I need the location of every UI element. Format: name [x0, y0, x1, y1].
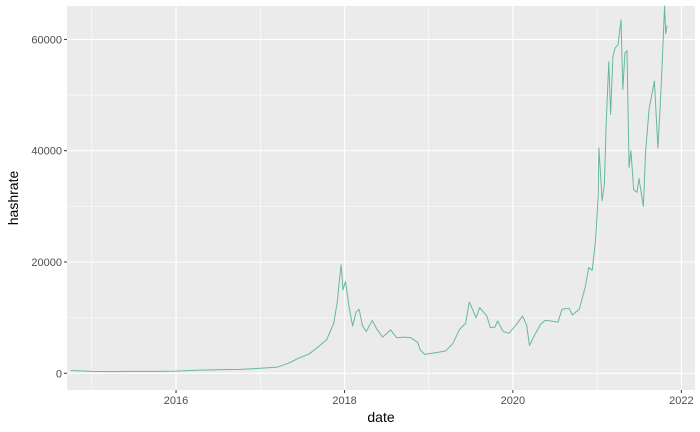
y-tick-label: 20000	[31, 257, 62, 269]
x-tick-label: 2016	[164, 395, 188, 407]
x-axis-ticks: 2016 2018 2020 2022	[164, 390, 694, 407]
x-tick-label: 2022	[669, 395, 693, 407]
x-tick-label: 2020	[501, 395, 525, 407]
y-tick-label: 60000	[31, 34, 62, 46]
y-tick-label: 0	[56, 368, 62, 380]
plot-panel	[67, 6, 695, 390]
x-axis-title: date	[367, 409, 394, 425]
x-tick-label: 2018	[332, 395, 356, 407]
y-axis-ticks: 0 20000 40000 60000	[31, 34, 67, 380]
hashrate-series-line	[70, 5, 668, 373]
y-tick-label: 40000	[31, 146, 62, 158]
y-axis-title: hashrate	[5, 171, 21, 226]
grid-major	[67, 6, 695, 390]
series-layer	[70, 5, 668, 373]
grid-minor	[67, 6, 695, 390]
